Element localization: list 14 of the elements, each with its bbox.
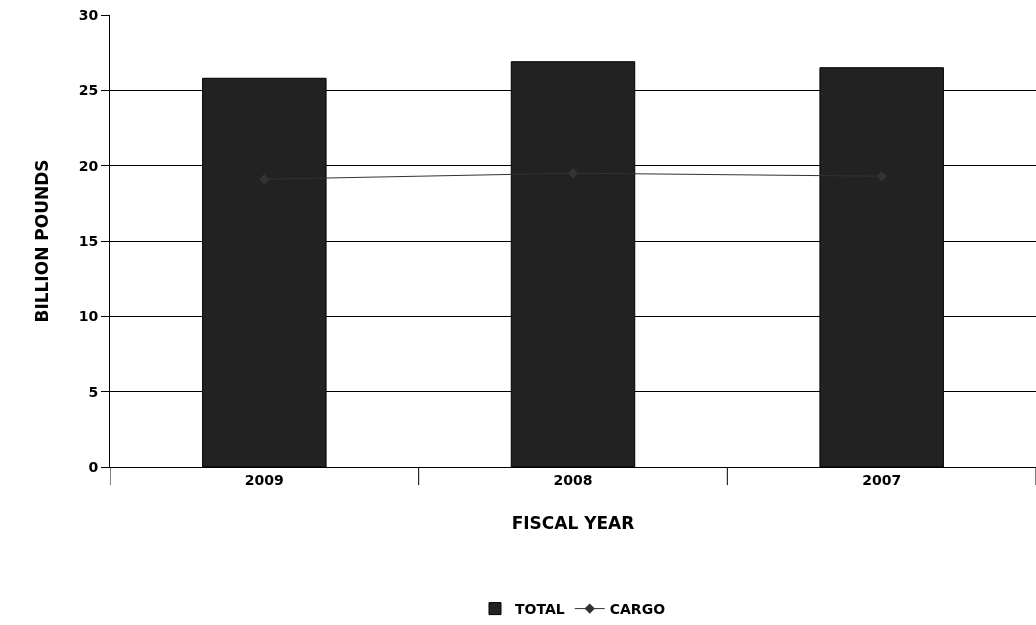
- legend-label: CARGO: [609, 601, 666, 618]
- y-tick-label: 30: [78, 6, 99, 23]
- y-tick-label: 10: [78, 308, 99, 325]
- x-tick-label: 2008: [553, 471, 593, 488]
- y-tick-label: 20: [78, 157, 99, 174]
- y-tick-label: 15: [78, 232, 99, 249]
- x-tick-label: 2009: [244, 471, 284, 488]
- x-tick-label: 2007: [862, 471, 902, 488]
- y-tick-label: 0: [88, 458, 99, 475]
- x-axis-title: FISCAL YEAR: [511, 513, 635, 534]
- y-tick-label: 5: [88, 383, 99, 400]
- y-axis-title: BILLION POUNDS: [32, 159, 53, 323]
- y-tick-label: 25: [78, 82, 99, 99]
- legend-label: TOTAL: [515, 601, 565, 618]
